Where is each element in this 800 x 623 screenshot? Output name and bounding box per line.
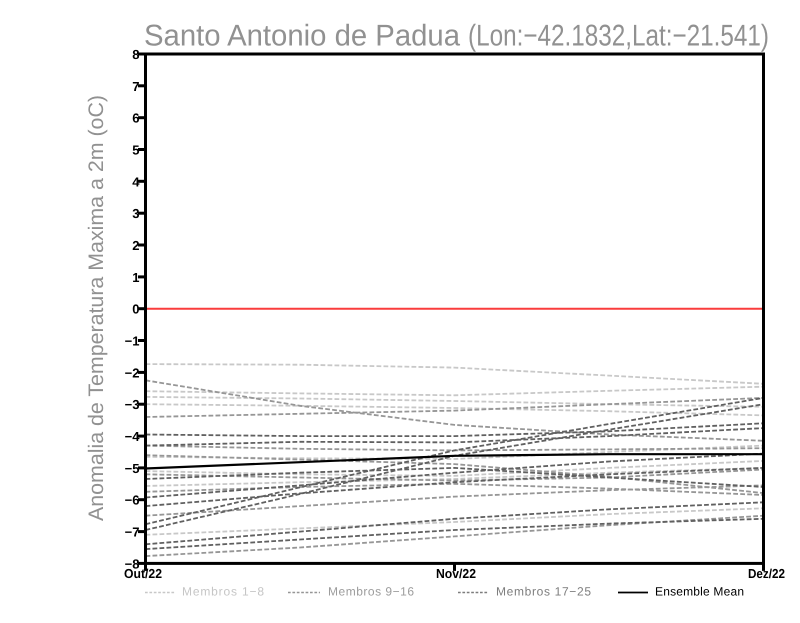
svg-text:(Lon:−42.1832,Lat:−21.541): (Lon:−42.1832,Lat:−21.541) xyxy=(468,20,769,53)
svg-text:Membros 17−25: Membros 17−25 xyxy=(496,585,591,599)
svg-text:8: 8 xyxy=(132,47,139,62)
svg-text:2: 2 xyxy=(132,238,139,253)
svg-text:Membros 9−16: Membros 9−16 xyxy=(328,585,414,599)
svg-text:Nov/22: Nov/22 xyxy=(436,566,476,581)
svg-text:−4: −4 xyxy=(125,429,141,444)
svg-text:4: 4 xyxy=(132,174,140,189)
svg-text:Membros 1−8: Membros 1−8 xyxy=(182,585,264,599)
svg-text:−2: −2 xyxy=(125,365,140,380)
svg-text:Santo Antonio de Padua: Santo Antonio de Padua xyxy=(144,20,460,53)
svg-text:−3: −3 xyxy=(125,397,140,412)
svg-text:Dez/22: Dez/22 xyxy=(748,566,785,581)
svg-text:0: 0 xyxy=(132,302,139,317)
svg-text:−8: −8 xyxy=(125,556,140,571)
svg-text:Out/22: Out/22 xyxy=(124,566,162,581)
svg-text:Anomalia de Temperatura Maxima: Anomalia de Temperatura Maxima a 2m (oC) xyxy=(85,95,108,521)
svg-text:−1: −1 xyxy=(125,334,140,349)
svg-text:6: 6 xyxy=(132,111,139,126)
svg-text:1: 1 xyxy=(132,270,139,285)
svg-text:Ensemble Mean: Ensemble Mean xyxy=(655,585,744,599)
svg-text:−6: −6 xyxy=(125,493,140,508)
svg-text:5: 5 xyxy=(132,143,139,158)
svg-text:−7: −7 xyxy=(125,525,140,540)
svg-text:−5: −5 xyxy=(125,461,140,476)
svg-text:3: 3 xyxy=(132,206,139,221)
svg-text:7: 7 xyxy=(132,79,139,94)
